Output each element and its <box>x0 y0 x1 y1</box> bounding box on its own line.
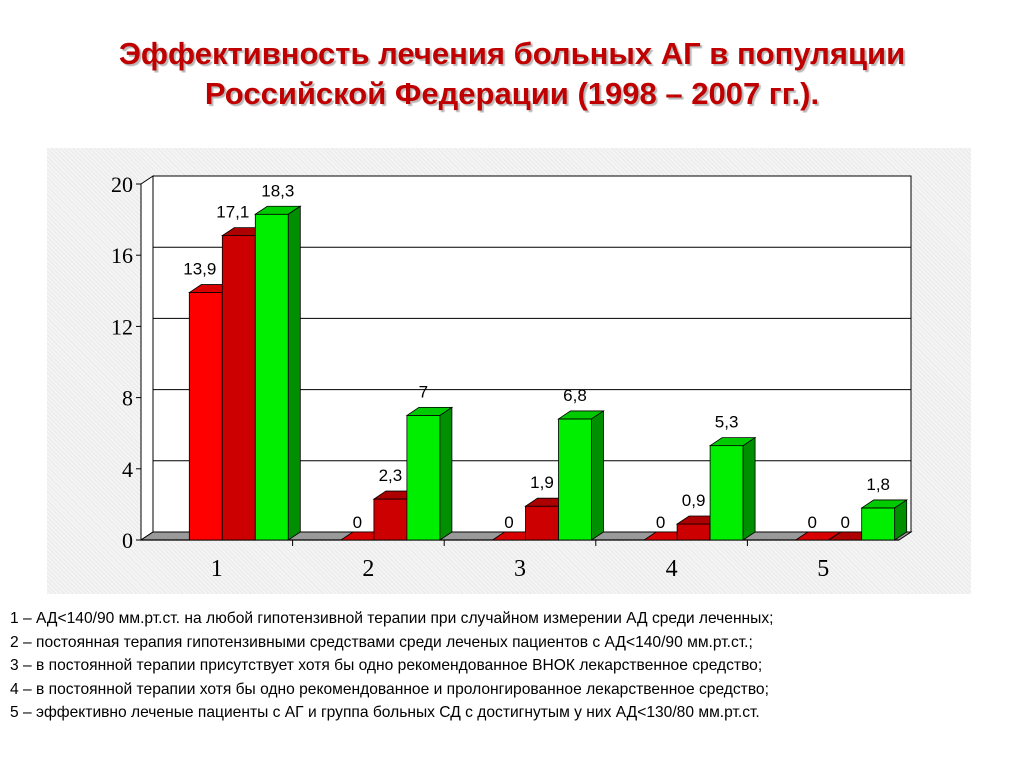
bar <box>861 507 896 541</box>
data-label: 13,9 <box>183 260 216 279</box>
x-tick-label: 3 <box>514 556 526 582</box>
data-label: 6,8 <box>563 386 587 405</box>
x-tick-label: 5 <box>817 556 829 582</box>
plot-side-wall <box>140 175 154 541</box>
x-tick-label: 2 <box>362 556 374 582</box>
bar <box>254 213 289 541</box>
bar <box>406 414 441 541</box>
bar <box>525 505 559 541</box>
data-label: 1,9 <box>530 473 554 492</box>
bar <box>373 498 408 541</box>
page-title: Эффективность лечения больных АГ в попул… <box>118 36 906 111</box>
note-item: 3 – в постоянной терапии присутствует хо… <box>10 657 763 674</box>
note-item: 1 – АД<140/90 мм.рт.ст. на любой гипотен… <box>10 610 774 627</box>
note-item: 4 – в постоянной терапии хотя бы одно ре… <box>10 680 769 698</box>
data-label: 5,3 <box>715 413 739 432</box>
y-tick-label: 16 <box>111 243 133 268</box>
note-item: 5 – эффективно леченые пациенты с АГ и г… <box>10 704 760 721</box>
data-label: 18,3 <box>261 181 294 200</box>
data-label: 0 <box>656 513 665 532</box>
bar-side <box>439 406 453 541</box>
bar-side <box>591 410 604 541</box>
bar <box>558 418 592 541</box>
data-label: 7 <box>419 382 428 401</box>
y-tick-label: 0 <box>122 528 133 553</box>
x-tick-label: 4 <box>666 556 678 582</box>
note-item: 2 – постоянная терапия гипотензивными ср… <box>10 633 753 651</box>
chart-panel: 0 4 8 12 16 20 13,9 17,1 18,3 1 0 2,3 7 2 0 1,9 6,8 3 0 0,9… <box>47 148 971 594</box>
data-label: 0 <box>807 513 816 532</box>
y-tick-label: 8 <box>122 386 133 411</box>
y-tick-label: 4 <box>122 457 133 482</box>
bar-chart: 04812162013,917,118,3102,37201,96,8300,9… <box>111 172 913 582</box>
bar-side <box>287 205 301 541</box>
data-label: 0 <box>504 513 513 532</box>
bar-side <box>742 436 756 541</box>
y-tick-label: 20 <box>111 172 133 197</box>
y-tick-label: 12 <box>111 314 133 339</box>
data-label: 0 <box>353 513 362 532</box>
data-label: 0 <box>840 513 849 532</box>
data-label: 1,8 <box>866 475 890 494</box>
bar <box>676 523 711 541</box>
data-label: 2,3 <box>379 466 403 485</box>
bar <box>221 235 256 541</box>
data-label: 17,1 <box>216 203 249 222</box>
bar <box>188 292 223 541</box>
x-tick-label: 1 <box>211 556 223 582</box>
chart-notes: 1 – АД<140/90 мм.рт.ст. на любой гипотен… <box>10 607 1014 725</box>
data-label: 0,9 <box>682 491 706 510</box>
bar <box>709 445 744 541</box>
bar-side <box>894 499 908 541</box>
